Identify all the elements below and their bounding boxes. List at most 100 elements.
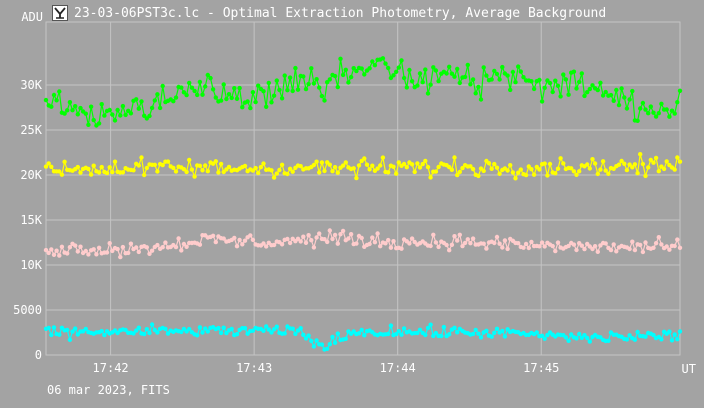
series-3-point [126, 250, 131, 256]
series-4-point [195, 333, 200, 338]
series-3-point [325, 239, 330, 245]
series-3-point [115, 246, 120, 252]
series-3-point [78, 244, 83, 249]
series-3-point [306, 233, 311, 238]
series-2-point [537, 167, 542, 172]
series-4-point [425, 325, 431, 331]
series-3-point [667, 247, 672, 252]
series-1-point [192, 88, 197, 94]
series-3-point [672, 243, 677, 249]
y-tick-label: 0 [35, 348, 42, 362]
series-4-point [394, 331, 399, 337]
series-1-point [362, 72, 367, 77]
series-1-point [659, 101, 664, 107]
series-2-point [489, 166, 494, 171]
series-1-point [78, 105, 83, 111]
series-1-point [256, 83, 261, 88]
series-2-point [144, 165, 149, 171]
series-2-point [481, 168, 486, 174]
series-3-point [75, 249, 81, 254]
series-1-point [218, 98, 224, 103]
series-4-point [635, 329, 640, 335]
series-1-point [157, 105, 163, 111]
series-2-point [571, 169, 577, 174]
series-2-point [364, 162, 370, 167]
series-4-point [431, 333, 436, 339]
series-4-point [102, 332, 107, 338]
series-2-point [460, 165, 465, 171]
series-1-point [317, 85, 322, 90]
series-3-point [346, 236, 351, 241]
series-1-point [547, 80, 553, 86]
series-1-point [423, 67, 428, 72]
series-2-point [351, 166, 356, 171]
series-4-point [672, 332, 677, 337]
series-4-point [335, 331, 340, 336]
app-logo-icon [52, 5, 68, 21]
series-1-point [112, 118, 118, 123]
series-1-point [62, 111, 67, 116]
series-1-point [205, 72, 210, 78]
series-1-point [521, 75, 526, 80]
series-2-point [104, 170, 110, 176]
series-1-point [49, 104, 54, 109]
series-3-point [505, 246, 510, 252]
series-2-point [470, 166, 476, 172]
series-2-point [335, 170, 340, 175]
series-4-point [309, 338, 314, 344]
series-3-point [354, 241, 359, 246]
series-1-point [608, 92, 614, 98]
series-1-point [171, 99, 176, 104]
series-1-point [462, 74, 468, 80]
series-4-point [65, 327, 70, 333]
series-2-point [505, 168, 510, 173]
series-1-point [656, 111, 661, 116]
series-1-point [306, 81, 311, 87]
series-3-point [516, 241, 521, 246]
series-1-point [598, 80, 603, 86]
series-2-point [332, 165, 338, 170]
series-3-point [234, 244, 240, 249]
y-tick-label: 25K [20, 123, 42, 137]
plot-border [45, 21, 681, 356]
series-1-point [489, 77, 494, 82]
series-3-point [550, 243, 555, 249]
series-3-point [128, 241, 134, 246]
series-1-point [282, 73, 287, 78]
series-1-point [187, 80, 192, 86]
series-4-point [290, 326, 295, 331]
series-1-point [436, 78, 441, 84]
series-3-point [677, 245, 683, 250]
series-3-point [407, 241, 412, 246]
series-3-point [388, 245, 394, 250]
series-2-point [370, 163, 375, 168]
series-3-point [49, 247, 54, 252]
series-2-point [107, 165, 112, 170]
series-3-point [614, 249, 619, 254]
series-4-point [415, 330, 420, 336]
series-2-point [449, 167, 455, 172]
series-2-point [497, 171, 502, 176]
series-2-point [269, 168, 274, 173]
series-1-point [226, 92, 232, 97]
series-1-point [290, 88, 295, 94]
series-3-point [248, 233, 253, 238]
series-1-point [409, 79, 415, 84]
series-4-point [221, 325, 226, 330]
series-1-point [86, 122, 91, 128]
series-2-point [367, 167, 372, 172]
series-2-point [656, 169, 661, 174]
series-3-point [608, 247, 614, 253]
series-1-point [123, 112, 128, 118]
series-4-point [144, 327, 149, 332]
series-4-point [433, 330, 439, 336]
series-2-point [139, 155, 144, 160]
series-3-point [301, 234, 306, 239]
series-4-point [476, 331, 481, 336]
y-tick-label: 10K [20, 258, 42, 272]
series-1-point [73, 104, 78, 109]
series-3-point [237, 237, 242, 243]
series-1-point [566, 92, 571, 97]
series-2-point [585, 162, 590, 167]
series-3-point [481, 241, 486, 246]
